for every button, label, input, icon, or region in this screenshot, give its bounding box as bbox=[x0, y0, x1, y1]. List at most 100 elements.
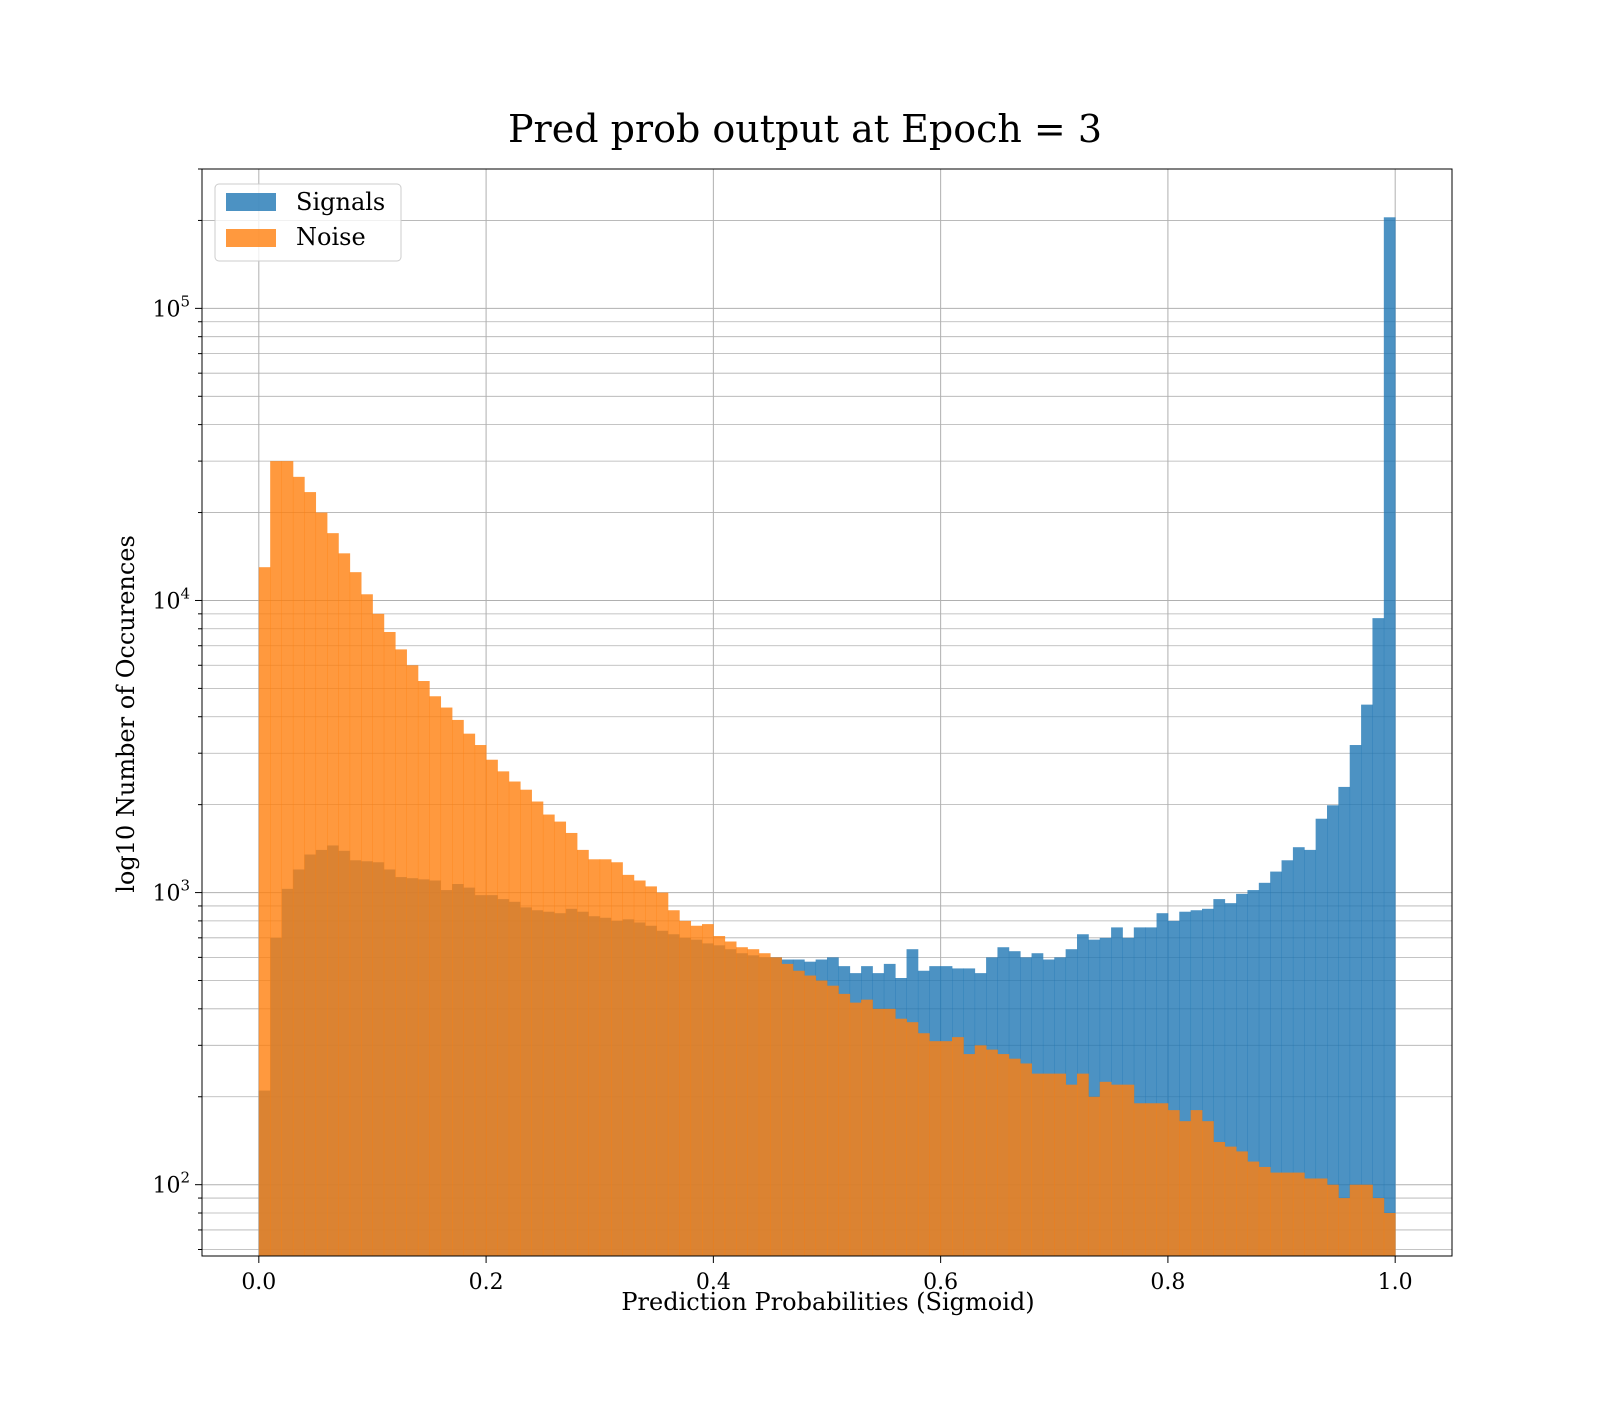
bar-noise-47 bbox=[792, 970, 805, 1256]
bar-signals-94 bbox=[1327, 805, 1339, 1256]
bar-signals-87 bbox=[1247, 890, 1260, 1256]
bar-noise-94 bbox=[1327, 1184, 1339, 1256]
bar-noise-64 bbox=[986, 1049, 998, 1256]
bar-noise-55 bbox=[883, 1008, 896, 1256]
bar-noise-28 bbox=[577, 849, 589, 1256]
y-axis-label: log10 Number of Occurences bbox=[112, 535, 140, 893]
bar-noise-24 bbox=[531, 801, 544, 1256]
bar-signals-81 bbox=[1179, 911, 1192, 1256]
bar-noise-46 bbox=[781, 963, 794, 1256]
bar-noise-93 bbox=[1315, 1178, 1328, 1256]
bar-noise-27 bbox=[565, 832, 578, 1256]
bar-noise-65 bbox=[997, 1054, 1010, 1256]
y-tick-label: 105 bbox=[152, 292, 190, 322]
bar-noise-25 bbox=[542, 814, 555, 1256]
bar-noise-70 bbox=[1054, 1073, 1067, 1256]
bar-noise-34 bbox=[645, 886, 657, 1256]
bar-signals-98 bbox=[1372, 618, 1385, 1256]
bar-noise-30 bbox=[599, 859, 612, 1256]
bar-noise-58 bbox=[917, 1033, 930, 1256]
bar-signals-83 bbox=[1202, 908, 1214, 1256]
chart-title: Pred prob output at Epoch = 3 bbox=[508, 107, 1102, 151]
bar-noise-69 bbox=[1042, 1073, 1055, 1256]
bar-signals-86 bbox=[1236, 893, 1248, 1256]
bar-noise-56 bbox=[895, 1018, 907, 1256]
bar-noise-15 bbox=[429, 696, 442, 1256]
bar-noise-61 bbox=[952, 1037, 964, 1256]
bar-noise-59 bbox=[929, 1041, 942, 1256]
plot-border bbox=[201, 168, 1453, 1257]
bar-noise-0 bbox=[258, 567, 271, 1256]
bar-noise-72 bbox=[1077, 1073, 1089, 1256]
bar-signals-82 bbox=[1190, 910, 1203, 1256]
bar-noise-91 bbox=[1292, 1172, 1305, 1256]
bar-noise-36 bbox=[667, 910, 680, 1256]
bar-noise-88 bbox=[1258, 1166, 1271, 1256]
bar-noise-95 bbox=[1338, 1198, 1351, 1256]
y-tick-label: 103 bbox=[152, 877, 190, 907]
bar-noise-43 bbox=[747, 949, 760, 1256]
bar-noise-14 bbox=[417, 681, 430, 1256]
bar-noise-62 bbox=[963, 1054, 976, 1256]
bar-noise-20 bbox=[486, 759, 498, 1256]
bar-noise-54 bbox=[872, 1008, 885, 1256]
bar-signals-99 bbox=[1383, 217, 1396, 1256]
bar-noise-78 bbox=[1145, 1103, 1157, 1256]
bar-noise-76 bbox=[1122, 1084, 1135, 1256]
bar-noise-50 bbox=[827, 985, 839, 1256]
bar-noise-67 bbox=[1020, 1063, 1032, 1256]
bar-noise-51 bbox=[838, 993, 851, 1256]
bar-noise-4 bbox=[304, 492, 317, 1256]
bar-noise-44 bbox=[758, 953, 771, 1256]
bar-noise-71 bbox=[1065, 1084, 1078, 1256]
bar-noise-48 bbox=[804, 975, 817, 1256]
bar-noise-2 bbox=[281, 461, 294, 1256]
bar-noise-40 bbox=[713, 936, 726, 1256]
bar-signals-88 bbox=[1258, 882, 1271, 1256]
bar-noise-89 bbox=[1270, 1172, 1282, 1256]
y-tick-label: 104 bbox=[152, 584, 190, 614]
bar-noise-86 bbox=[1236, 1151, 1248, 1256]
bar-noise-99 bbox=[1383, 1212, 1396, 1256]
bar-noise-73 bbox=[1088, 1096, 1101, 1256]
bar-noise-53 bbox=[861, 999, 873, 1256]
bar-noise-16 bbox=[440, 707, 453, 1256]
bar-noise-66 bbox=[1008, 1058, 1021, 1256]
bar-noise-38 bbox=[690, 925, 703, 1256]
bar-noise-60 bbox=[940, 1041, 953, 1256]
bar-noise-22 bbox=[508, 781, 521, 1256]
x-tick-label: 0.6 bbox=[923, 1270, 958, 1295]
bar-noise-35 bbox=[656, 892, 669, 1256]
y-tick-label: 102 bbox=[152, 1169, 190, 1199]
bar-noise-49 bbox=[815, 980, 828, 1256]
legend-swatch-noise bbox=[226, 229, 276, 247]
bar-noise-7 bbox=[338, 553, 351, 1256]
bar-noise-18 bbox=[463, 733, 476, 1256]
bar-noise-3 bbox=[292, 476, 305, 1257]
bar-noise-17 bbox=[452, 719, 464, 1256]
legend-label-noise: Noise bbox=[296, 223, 366, 251]
histogram-bars bbox=[258, 217, 1396, 1257]
bar-noise-80 bbox=[1167, 1110, 1180, 1256]
bar-noise-1 bbox=[270, 461, 282, 1256]
bar-signals-92 bbox=[1304, 849, 1317, 1256]
bar-noise-92 bbox=[1304, 1178, 1317, 1256]
x-axis-ticks: 0.0 0.2 0.4 0.6 0.8 1.0 bbox=[241, 1256, 1413, 1295]
bar-signals-85 bbox=[1224, 903, 1237, 1256]
bar-noise-37 bbox=[679, 920, 692, 1256]
bar-noise-85 bbox=[1224, 1146, 1237, 1256]
bar-noise-9 bbox=[361, 594, 373, 1256]
bar-signals-79 bbox=[1156, 913, 1169, 1256]
bar-noise-10 bbox=[372, 613, 385, 1256]
bar-signals-97 bbox=[1361, 704, 1373, 1256]
x-tick-label: 0.4 bbox=[696, 1270, 731, 1295]
bar-noise-33 bbox=[633, 880, 646, 1256]
bar-noise-97 bbox=[1361, 1184, 1373, 1256]
bar-signals-78 bbox=[1145, 927, 1157, 1256]
bar-noise-8 bbox=[349, 572, 362, 1256]
legend-swatch-signals bbox=[226, 193, 276, 211]
bar-noise-42 bbox=[736, 947, 748, 1256]
x-axis-label: Prediction Probabilities (Sigmoid) bbox=[621, 1288, 1034, 1316]
bar-signals-96 bbox=[1349, 745, 1362, 1256]
bar-noise-13 bbox=[406, 665, 419, 1256]
